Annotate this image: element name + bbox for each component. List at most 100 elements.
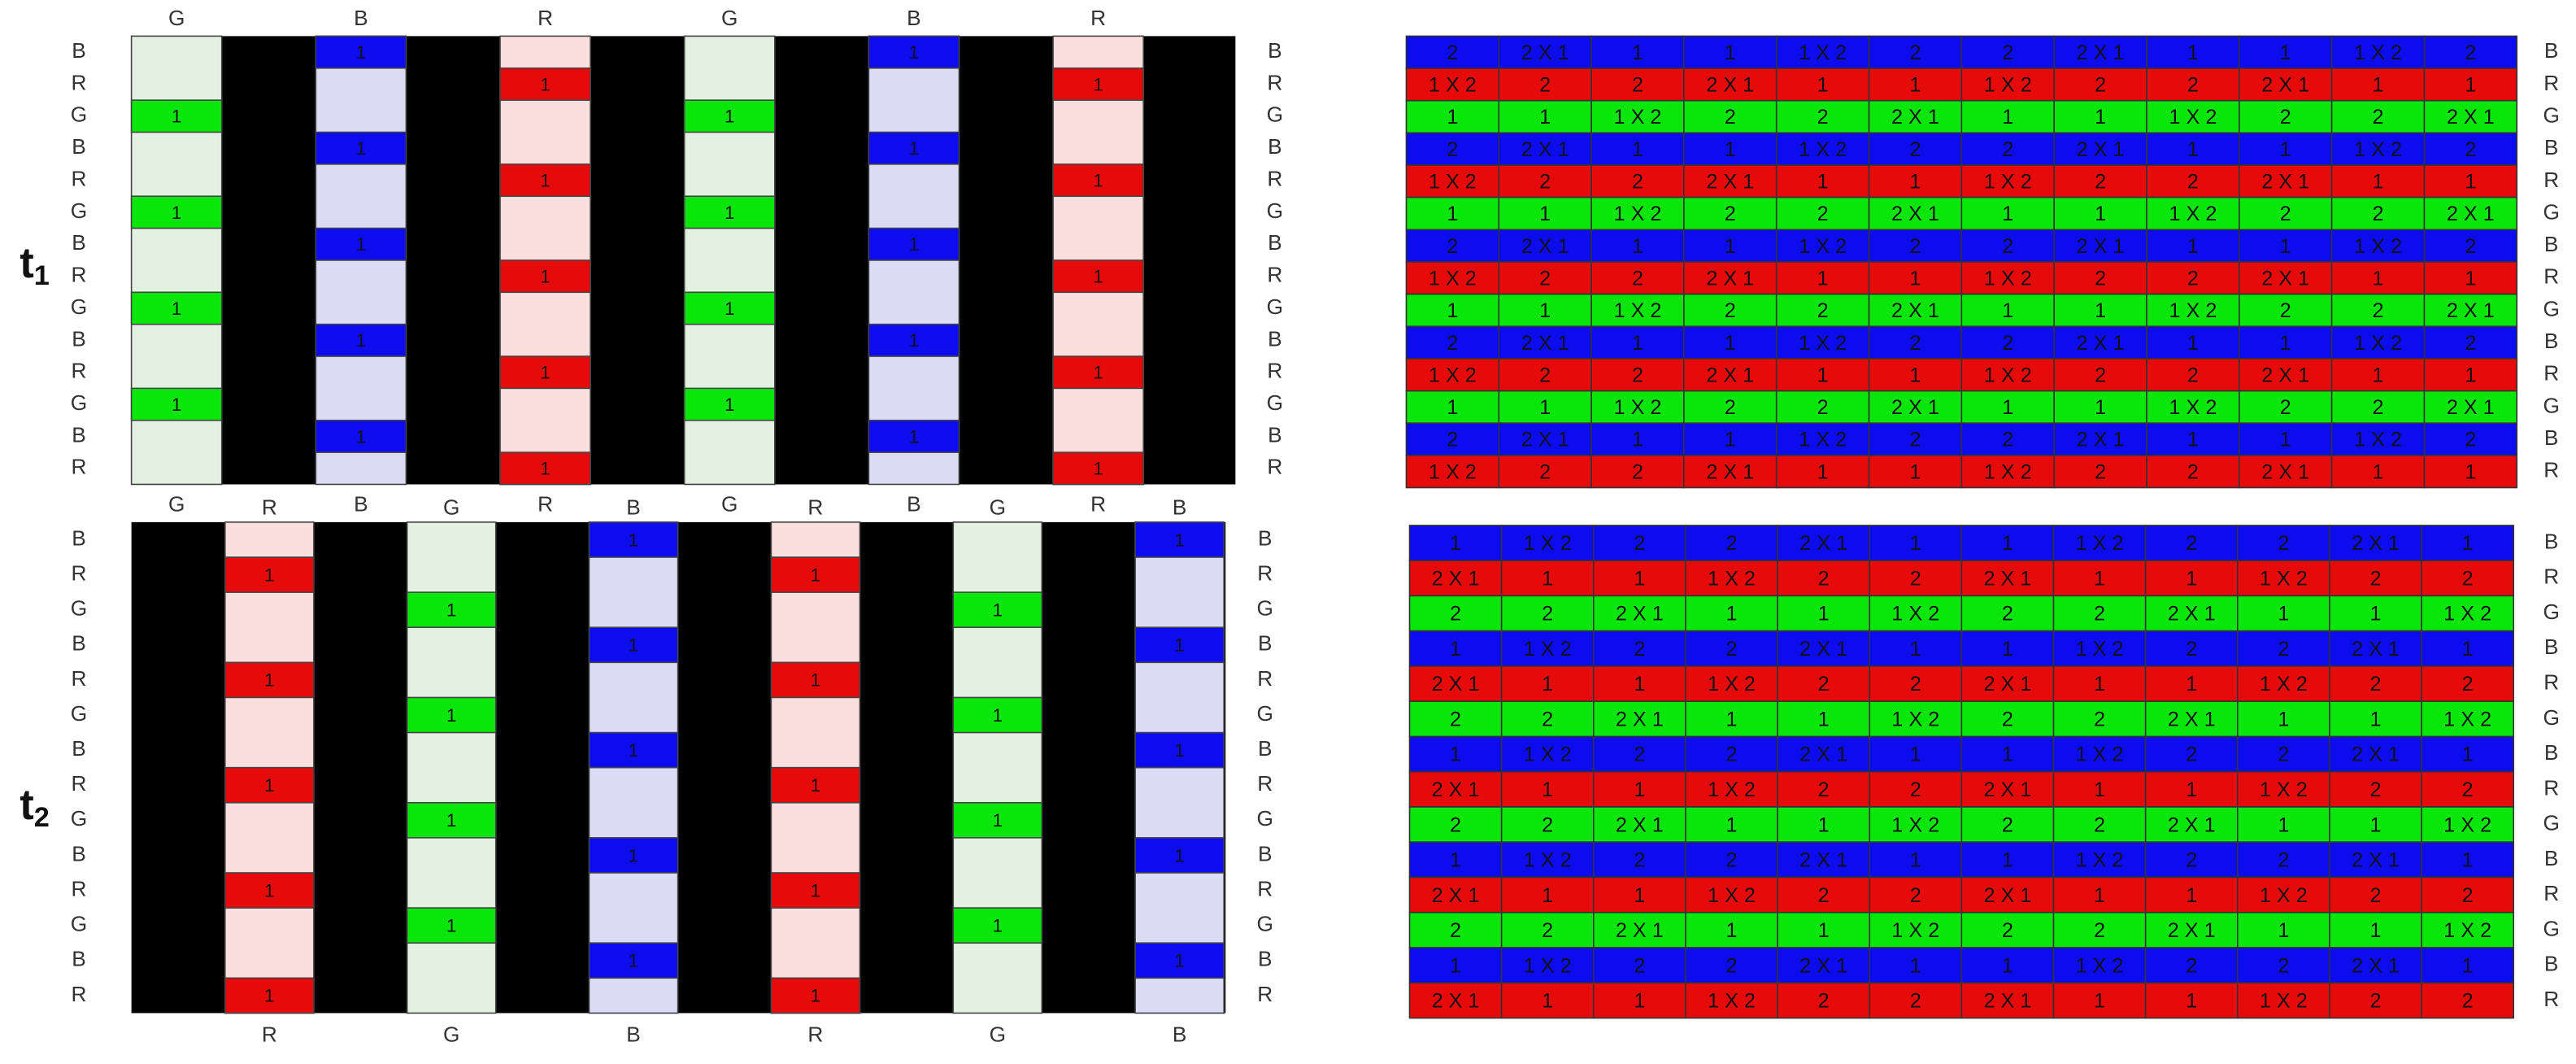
subpixel-value: 1 <box>2186 778 2197 801</box>
subpixel-value: 1 X 2 <box>2260 884 2308 907</box>
row-label: R <box>1267 359 1282 383</box>
row-label: R <box>1257 666 1273 691</box>
subpixel-value: 2 X 1 <box>1706 171 1754 194</box>
subpixel-value: 1 <box>2186 884 2197 907</box>
subpixel-cell <box>1868 455 1963 489</box>
pixel-cell <box>130 387 223 421</box>
subpixel-value: 2 <box>2186 954 2197 977</box>
subpixel-value: 2 X 1 <box>2261 460 2309 483</box>
subpixel-value: 1 <box>2369 709 2381 731</box>
pixel-value: 1 <box>540 74 550 94</box>
pixel-cell <box>499 164 591 198</box>
subpixel-cell <box>1777 947 1871 984</box>
subpixel-value: 1 <box>2369 813 2381 836</box>
subpixel-value: 2 <box>2278 743 2289 766</box>
subpixel-cell <box>1960 525 2055 561</box>
subpixel-cell <box>2052 806 2147 844</box>
subpixel-cell <box>1960 293 2055 328</box>
subpixel-value: 1 <box>2002 743 2013 766</box>
subpixel-cell <box>1683 164 1778 198</box>
pixel-cell <box>406 907 497 944</box>
pixel-value: 1 <box>1174 530 1184 550</box>
subpixel-value: 2 <box>1725 299 1736 322</box>
subpixel-value: 1 <box>2186 673 2197 696</box>
subpixel-value: 2 <box>1910 778 1921 801</box>
subpixel-value: 1 X 2 <box>2354 138 2402 161</box>
subpixel-value: 1 <box>1632 41 1643 64</box>
row-label: B <box>1258 631 1273 656</box>
subpixel-value: 2 X 1 <box>1521 235 1569 258</box>
subpixel-value: 2 <box>2186 743 2197 766</box>
subpixel-value: 1 <box>2280 41 2291 64</box>
pixel-value: 1 <box>540 267 550 287</box>
subpixel-cell <box>1868 358 1963 392</box>
subpixel-cell <box>1869 700 1963 738</box>
subpixel-value: 2 <box>2462 990 2474 1013</box>
pixel-value: 1 <box>264 670 274 691</box>
column-label: B <box>1173 1023 1187 1047</box>
subpixel-cell <box>1775 196 1870 231</box>
subpixel-value: 2 <box>1632 171 1643 194</box>
subpixel-value: 2 <box>2373 396 2384 419</box>
subpixel-value: 1 <box>1450 954 1461 977</box>
subpixel-cell <box>2329 525 2422 561</box>
subpixel-value: 1 <box>2002 849 2013 872</box>
subpixel-value: 2 <box>2369 990 2381 1013</box>
subpixel-value: 1 X 2 <box>1429 267 1477 290</box>
subpixel-value: 2 <box>1450 709 1461 731</box>
subpixel-value: 1 X 2 <box>2169 106 2217 129</box>
subpixel-value: 1 X 2 <box>1708 990 1756 1013</box>
pixel-value: 1 <box>446 810 456 831</box>
row-label: B <box>72 947 86 971</box>
subpixel-value: 2 <box>2369 673 2381 696</box>
subpixel-value: 2 <box>1818 568 1830 591</box>
subpixel-value: 1 <box>1817 267 1829 290</box>
subpixel-cell <box>2423 229 2518 263</box>
row-label: R <box>1267 70 1282 94</box>
row-label: R <box>71 70 86 94</box>
subpixel-value: 1 <box>2002 532 2013 555</box>
pixel-cell <box>499 355 591 390</box>
subpixel-cell <box>1868 68 1963 102</box>
subpixel-value: 1 X 2 <box>2354 332 2402 355</box>
subpixel-cell <box>1775 455 1870 489</box>
subpixel-value: 1 X 2 <box>1891 919 1939 942</box>
subpixel-value: 1 <box>2465 364 2476 386</box>
row-label: B <box>72 525 86 550</box>
subpixel-value: 1 X 2 <box>1984 267 2032 290</box>
subpixel-value: 2 X 1 <box>2261 171 2309 194</box>
subpixel-cell <box>2144 735 2239 773</box>
subpixel-cell <box>1590 455 1685 489</box>
subpixel-cell <box>1869 770 1963 808</box>
subpixel-value: 1 X 2 <box>1708 568 1756 591</box>
pixel-cell <box>499 67 591 101</box>
subpixel-value: 1 <box>2465 460 2476 483</box>
subpixel-value: 2 <box>1909 332 1921 355</box>
subpixel-value: 2 <box>1910 884 1921 907</box>
subpixel-value: 1 <box>2187 429 2199 451</box>
subpixel-value: 1 <box>1818 919 1830 942</box>
subpixel-value: 2 <box>2094 813 2105 836</box>
subpixel-cell <box>2330 422 2426 456</box>
pixel-cell <box>315 35 407 69</box>
row-label: G <box>71 596 87 621</box>
subpixel-cell <box>2146 455 2240 489</box>
subpixel-cell <box>1775 422 1870 456</box>
subpixel-cell <box>1685 770 1778 808</box>
subpixel-cell <box>1685 982 1778 1019</box>
subpixel-value: 2 <box>2094 709 2105 731</box>
pixel-value: 1 <box>629 951 638 971</box>
subpixel-value: 2 <box>1910 568 1921 591</box>
subpixel-value: 2 <box>2095 74 2106 97</box>
subpixel-value: 1 <box>1725 709 1737 731</box>
row-label: B <box>72 134 86 159</box>
subpixel-value: 1 <box>1634 778 1645 801</box>
pixel-value: 1 <box>724 203 734 223</box>
subpixel-value: 2 <box>1909 429 1921 451</box>
subpixel-value: 2 <box>2002 235 2013 258</box>
subpixel-value: 2 X 1 <box>1891 203 1939 225</box>
subpixel-value: 2 <box>2465 332 2476 355</box>
subpixel-value: 2 <box>1634 954 1645 977</box>
pixel-cell <box>868 35 960 69</box>
subpixel-value: 1 X 2 <box>1799 138 1847 161</box>
